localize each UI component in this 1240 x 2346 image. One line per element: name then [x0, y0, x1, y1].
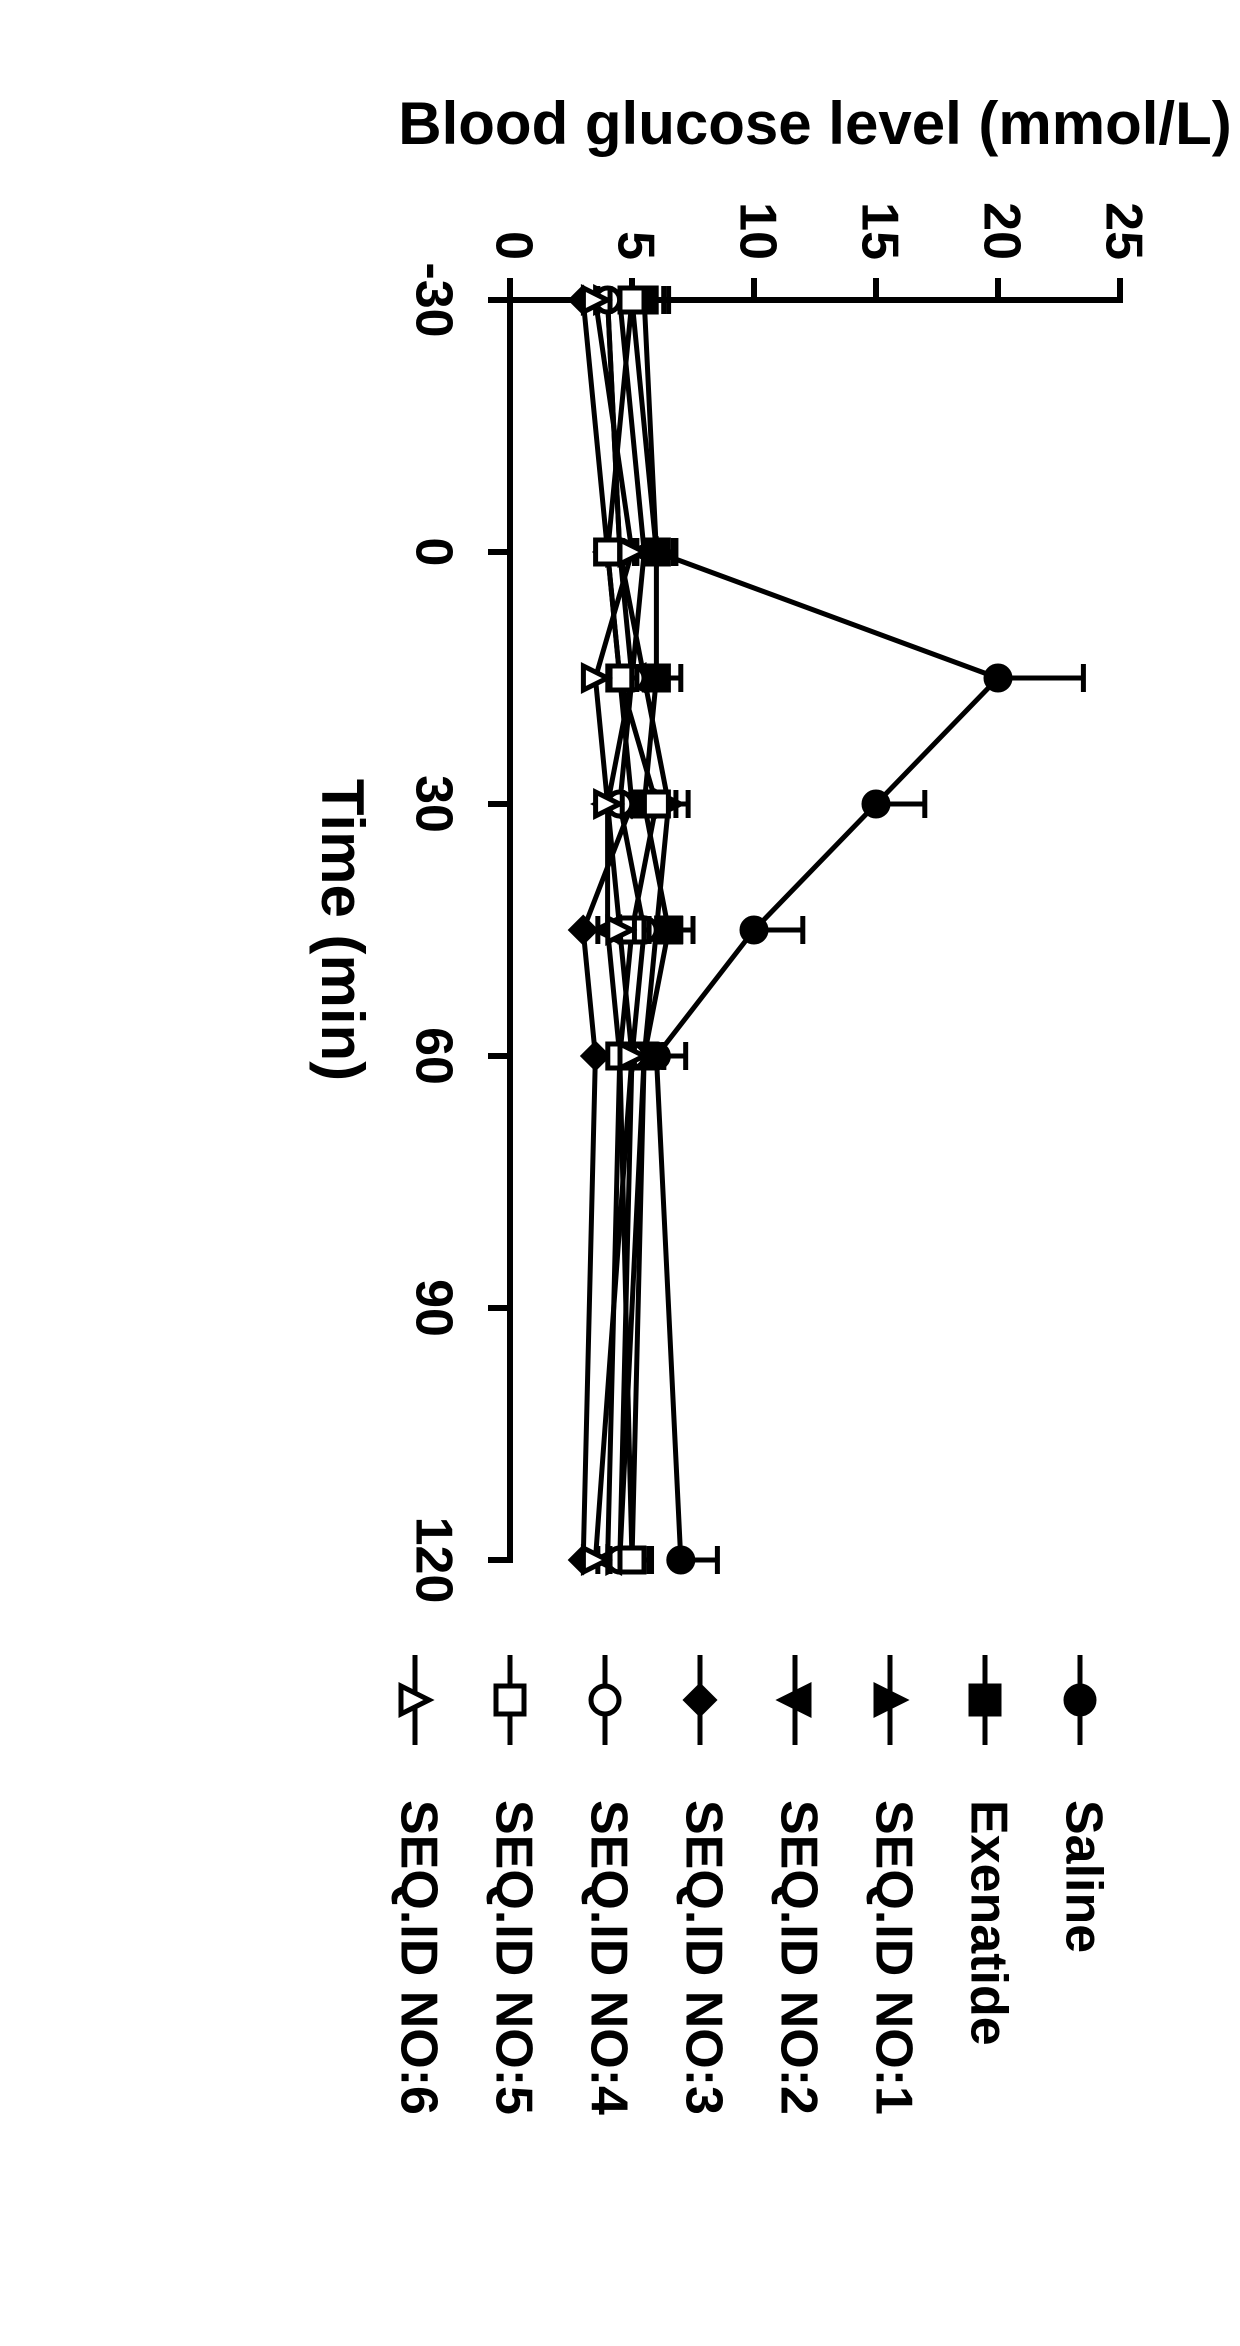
- legend-item-2: SEQ.ID NO:1: [864, 1655, 922, 2115]
- legend-label: SEQ.ID NO:6: [389, 1800, 447, 2115]
- legend-swatch-marker: [591, 1686, 619, 1714]
- legend-item-5: SEQ.ID NO:4: [579, 1655, 637, 2115]
- legend-label: Saline: [1054, 1800, 1112, 1953]
- legend-swatch-marker: [971, 1686, 999, 1714]
- data-point-marker: [583, 1044, 607, 1068]
- legend-label: SEQ.ID NO:4: [579, 1800, 637, 2115]
- x-tick-label: -30: [404, 262, 462, 337]
- y-tick-label: 20: [972, 202, 1030, 260]
- chart-rotated-group: 0 5 10 15 20 25 -30 0 30 60 90 120 Time (min) Blood g…: [309, 90, 1232, 2115]
- data-point-marker: [583, 1548, 607, 1572]
- series-group: [571, 286, 1083, 1574]
- x-ticks: -30 0 30 60 90 120: [404, 262, 510, 1603]
- legend-label: Exenatide: [959, 1800, 1017, 2046]
- chart-root: 0 5 10 15 20 25 -30 0 30 60 90 120 Time (min) Blood g…: [0, 0, 1240, 2346]
- legend-label: SEQ.ID NO:1: [864, 1800, 922, 2115]
- y-tick-label: 10: [728, 202, 786, 260]
- legend-item-3: SEQ.ID NO:2: [769, 1655, 827, 2115]
- legend-item-7: SEQ.ID NO:6: [389, 1655, 447, 2115]
- data-point-marker: [644, 792, 668, 816]
- x-tick-label: 30: [404, 775, 462, 833]
- data-point-marker: [986, 666, 1010, 690]
- y-tick-label: 5: [606, 231, 664, 260]
- y-tick-label: 15: [850, 202, 908, 260]
- data-point-marker: [620, 540, 644, 564]
- legend-swatch-marker: [1066, 1686, 1094, 1714]
- data-point-marker: [620, 288, 644, 312]
- legend-label: SEQ.ID NO:2: [769, 1800, 827, 2115]
- x-tick-label: 0: [404, 538, 462, 567]
- legend-item-6: SEQ.ID NO:5: [484, 1655, 542, 2115]
- data-point-marker: [742, 918, 766, 942]
- legend-item-4: SEQ.ID NO:3: [674, 1655, 732, 2115]
- data-point-marker: [669, 1548, 693, 1572]
- x-tick-label: 90: [404, 1279, 462, 1337]
- data-point-marker: [620, 1548, 644, 1572]
- legend-label: SEQ.ID NO:3: [674, 1800, 732, 2115]
- legend: Saline Exenatide SEQ.ID NO:1 SEQ.ID NO:2 SEQ…: [389, 1655, 1112, 2115]
- legend-swatch-marker: [686, 1686, 714, 1714]
- data-point-marker: [596, 540, 620, 564]
- data-point-marker: [864, 792, 888, 816]
- data-point-marker: [583, 666, 607, 690]
- legend-label: SEQ.ID NO:5: [484, 1800, 542, 2115]
- legend-item-0: Saline: [1054, 1655, 1112, 1953]
- y-ticks: 0 5 10 15 20 25: [484, 202, 1152, 300]
- y-tick-label: 0: [484, 231, 542, 260]
- x-tick-label: 60: [404, 1027, 462, 1085]
- legend-item-1: Exenatide: [959, 1655, 1017, 2046]
- chart-svg: 0 5 10 15 20 25 -30 0 30 60 90 120 Time (min) Blood g…: [0, 0, 1240, 2346]
- y-axis-title: Blood glucose level (mmol/L): [398, 90, 1231, 157]
- data-point-marker: [571, 918, 595, 942]
- x-axis-title: Time (min): [309, 779, 376, 1081]
- y-tick-label: 25: [1094, 202, 1152, 260]
- legend-swatch-marker: [496, 1686, 524, 1714]
- x-tick-label: 120: [404, 1517, 462, 1604]
